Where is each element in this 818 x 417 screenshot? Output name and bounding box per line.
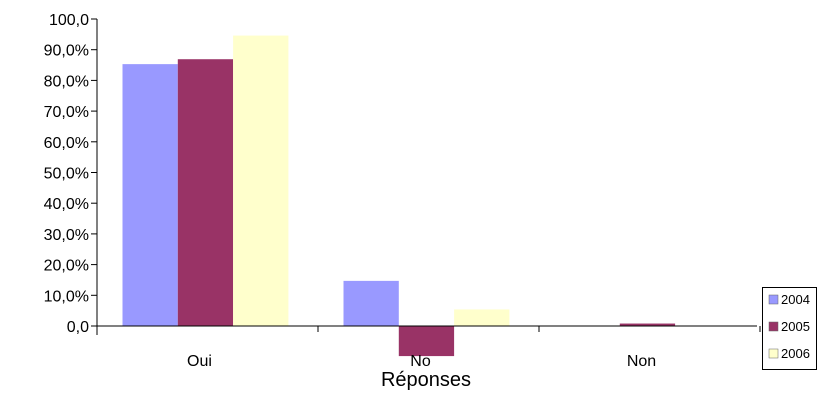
bar-2006-oui xyxy=(233,35,289,326)
bar-2004-oui xyxy=(122,64,178,326)
y-tick-label: 40,0% xyxy=(44,196,89,213)
bar-2005-oui xyxy=(177,59,234,326)
y-tick-label: 100,0 xyxy=(49,12,89,29)
x-tick-label-non: Non xyxy=(627,353,656,370)
legend-label-2006: 2006 xyxy=(781,346,810,361)
x-axis-title: Réponses xyxy=(381,369,471,391)
legend-label-2004: 2004 xyxy=(781,292,810,307)
y-tick-label: 20,0% xyxy=(44,258,89,275)
y-tick-label: 10,0% xyxy=(44,288,89,305)
y-tick-label: 30,0% xyxy=(44,227,89,244)
legend-swatch-2005 xyxy=(768,321,779,332)
x-axis: Oui No Non xyxy=(97,325,761,370)
x-tick-label-no: No xyxy=(410,353,431,370)
bar-2004-no xyxy=(343,280,399,326)
y-tick-label: 80,0% xyxy=(44,73,89,90)
bar-2006-no xyxy=(454,309,510,326)
legend-label-2005: 2005 xyxy=(781,319,810,334)
bars xyxy=(122,35,676,357)
bar-2005-no xyxy=(398,326,455,357)
y-tick-label: 60,0% xyxy=(44,135,89,152)
x-tick-label-oui: Oui xyxy=(187,353,212,370)
y-tick-label: 70,0% xyxy=(44,104,89,121)
legend-swatch-2006 xyxy=(768,348,779,359)
bar-2005-non xyxy=(619,323,676,326)
legend: 2004 2005 2006 xyxy=(762,287,817,370)
y-tick-label: 0,0 xyxy=(67,319,89,336)
y-tick-label: 50,0% xyxy=(44,166,89,183)
y-tick-label: 90,0% xyxy=(44,43,89,60)
y-axis: 0,0 10,0% 20,0% 30,0% 40,0% 50,0% 60,0% 70,0% 80… xyxy=(44,12,98,336)
legend-swatch-2004 xyxy=(768,294,779,305)
